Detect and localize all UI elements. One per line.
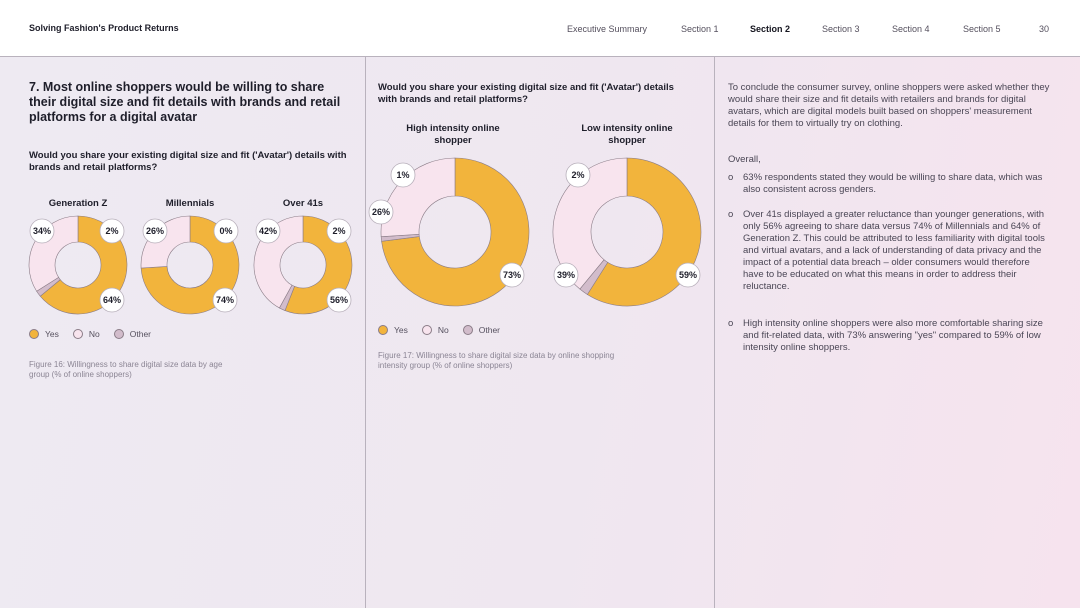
slice-yes-millennials: [140, 215, 240, 315]
legend-label-no: No: [88, 329, 100, 339]
bullet-2-mark: o: [728, 209, 734, 220]
legend2-label-no: No: [437, 325, 449, 335]
label-bubble-yes-over-41s: [326, 287, 352, 313]
nav-section-1[interactable]: Section 1: [681, 24, 719, 34]
label-bubble-yes-millennials: [212, 287, 238, 313]
legend2-item-yes: Yes: [378, 325, 408, 335]
legend-label-other: Other: [129, 329, 152, 339]
label-bubble-other-over-41s: [326, 218, 352, 244]
legend2-label-yes: Yes: [394, 325, 408, 335]
data-label-yes-generation-z: 64%: [103, 295, 121, 305]
legend-item-other: Other: [113, 329, 152, 339]
bullet-2-text: Over 41s displayed a greater reluctance …: [743, 209, 1045, 292]
legend-item-no: No: [72, 329, 100, 339]
label-bubble-other-high-intensity-online-shopper: [390, 162, 416, 188]
label-bubble-other-millennials: [213, 218, 239, 244]
left-question: Would you share your existing digital si…: [29, 150, 347, 173]
conclusion-intro: To conclude the consumer survey, online …: [728, 82, 1050, 129]
legend2-label-other: Other: [478, 325, 501, 335]
label-bubble-no-millennials: [142, 218, 168, 244]
nav-section-4[interactable]: Section 4: [892, 24, 930, 34]
legend-item-yes: Yes: [29, 329, 59, 339]
data-label-no-high-intensity-online-shopper: 26%: [372, 207, 390, 217]
label-bubble-other-low-intensity-online-shopper: [565, 162, 591, 188]
legend2-item-other: Other: [462, 325, 501, 335]
bullet-3-mark: o: [728, 318, 734, 329]
nav-executive-summary[interactable]: Executive Summary: [567, 24, 648, 34]
legend-age: Yes No Other: [29, 329, 165, 339]
data-label-no-over-41s: 42%: [259, 226, 277, 236]
data-label-other-generation-z: 2%: [105, 226, 118, 236]
data-label-yes-over-41s: 56%: [330, 295, 348, 305]
data-label-yes-low-intensity-online-shopper: 59%: [679, 270, 697, 280]
bullet-1-mark: o: [728, 172, 734, 183]
legend-swatch-other: [113, 329, 124, 339]
labels-over-41s: 56% 42% 2%: [255, 218, 352, 313]
data-label-no-generation-z: 34%: [33, 226, 51, 236]
legend-swatch-no: [72, 329, 83, 339]
donut-title-over-41s: Over 41s: [282, 198, 324, 209]
donut-title-low-intensity: Low intensity online shopper: [581, 123, 673, 146]
data-label-other-high-intensity-online-shopper: 1%: [396, 170, 409, 180]
donut-high-intensity-online-shopper: [380, 157, 530, 307]
labels-low-intensity-online-shopper: 59% 39% 2%: [553, 162, 701, 288]
middle-question: Would you share your existing digital si…: [378, 82, 674, 105]
label-bubble-yes-low-intensity-online-shopper: [675, 262, 701, 288]
nav-section-5[interactable]: Section 5: [963, 24, 1001, 34]
data-label-no-millennials: 26%: [146, 226, 164, 236]
legend2-swatch-yes: [378, 325, 388, 335]
donut-title-high-intensity: High intensity online shopper: [406, 123, 500, 146]
labels-high-intensity-online-shopper: 73% 26% 1%: [368, 162, 525, 288]
legend2-item-no: No: [421, 325, 449, 335]
legend2-swatch-no: [421, 325, 432, 335]
page-number: 30: [1039, 24, 1050, 34]
donut-millennials: [140, 215, 240, 315]
donut-low-intensity-online-shopper: [552, 157, 702, 307]
data-label-yes-high-intensity-online-shopper: 73%: [503, 270, 521, 280]
label-bubble-no-high-intensity-online-shopper: [368, 199, 394, 225]
column-divider-2: [714, 57, 715, 608]
legend-intensity: Yes No Other: [378, 325, 514, 335]
data-label-other-millennials: 0%: [219, 226, 232, 236]
donut-title-gen-z: Generation Z: [48, 198, 108, 209]
data-label-other-over-41s: 2%: [332, 226, 345, 236]
donut-title-millennials: Millennials: [165, 198, 215, 209]
label-bubble-other-generation-z: [99, 218, 125, 244]
label-bubble-no-generation-z: [29, 218, 55, 244]
label-bubble-no-low-intensity-online-shopper: [553, 262, 579, 288]
report-title: Solving Fashion's Product Returns: [29, 23, 179, 33]
figure-16-caption: Figure 16: Willingness to share digital …: [29, 360, 223, 379]
label-bubble-yes-generation-z: [99, 287, 125, 313]
labels-generation-z: 64% 34% 2%: [29, 218, 125, 313]
legend2-swatch-other: [462, 325, 473, 335]
overall-label: Overall,: [728, 154, 761, 165]
figure-17-caption: Figure 17: Willingness to share digital …: [378, 351, 615, 370]
slice-yes-high-intensity-online-shopper: [381, 157, 530, 307]
bullet-1-text: 63% respondents stated they would be wil…: [743, 172, 1043, 195]
top-bar: Solving Fashion's Product Returns Execut…: [0, 0, 1080, 57]
label-bubble-yes-high-intensity-online-shopper: [499, 262, 525, 288]
column-divider-1: [365, 57, 366, 608]
legend-swatch-yes: [29, 329, 39, 339]
slice-no-millennials: [140, 215, 191, 269]
data-label-other-low-intensity-online-shopper: 2%: [571, 170, 584, 180]
label-bubble-no-over-41s: [255, 218, 281, 244]
nav-section-3[interactable]: Section 3: [822, 24, 860, 34]
legend-label-yes: Yes: [45, 329, 59, 339]
labels-millennials: 74% 26% 0%: [142, 218, 239, 313]
slice-yes-low-intensity-online-shopper: [586, 157, 702, 307]
bullet-3-text: High intensity online shoppers were also…: [743, 318, 1043, 353]
slice-no-low-intensity-online-shopper: [552, 157, 628, 290]
nav-section-2[interactable]: Section 2: [750, 24, 791, 34]
data-label-yes-millennials: 74%: [216, 295, 234, 305]
section-heading: 7. Most online shoppers would be willing…: [29, 80, 341, 124]
data-label-no-low-intensity-online-shopper: 39%: [557, 270, 575, 280]
